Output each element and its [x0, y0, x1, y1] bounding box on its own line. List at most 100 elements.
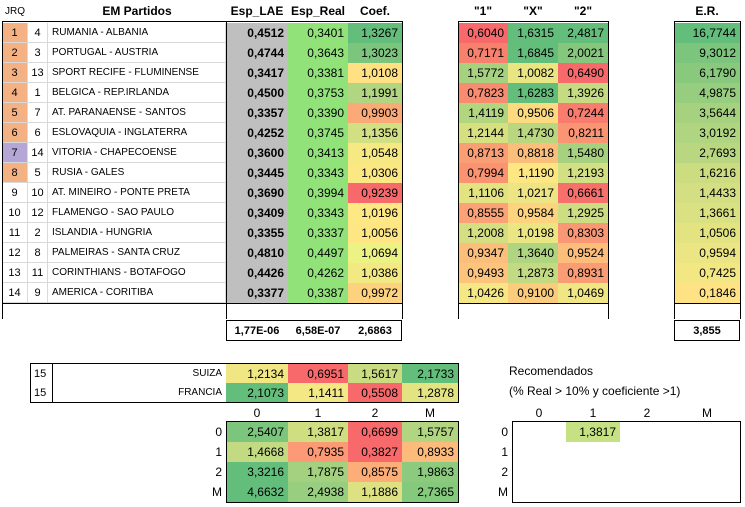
- reco-value: 1,3817: [566, 422, 620, 442]
- odds-2-value: 0,9524: [558, 243, 608, 263]
- matrix-value: 0,8575: [348, 462, 402, 482]
- esp-real-value: 0,3994: [288, 183, 348, 203]
- jrq-cell: 12: [2, 243, 28, 263]
- jrq-cell: 3: [2, 63, 28, 83]
- matrix-value: 1,4668: [226, 442, 288, 462]
- coef-value: 1,0306: [348, 163, 402, 183]
- jrq-cell: 11: [2, 223, 28, 243]
- coef-value: 0,9903: [348, 103, 402, 123]
- match-name: AT. MINEIRO - PONTE PRETA: [48, 183, 226, 203]
- team-name: SUIZA: [192, 368, 222, 379]
- esp-lae-value: 0,3377: [226, 283, 288, 303]
- odds-1-value: 0,8555: [458, 203, 508, 223]
- er-value: 3,5644: [674, 103, 740, 123]
- jrq-cell: 13: [2, 263, 28, 283]
- match-number: 4: [28, 23, 48, 43]
- team-odds-value: 0,6951: [288, 364, 348, 383]
- odds-x-value: 1,0082: [508, 63, 558, 83]
- odds-1-value: 1,0426: [458, 283, 508, 303]
- match-name: VITORIA - CHAPECOENSE: [48, 143, 226, 163]
- matrix-row-header: M: [212, 485, 222, 499]
- odds-2-value: 2,0021: [558, 43, 608, 63]
- reco-row-header: 1: [501, 445, 508, 459]
- odds-x-value: 1,0198: [508, 223, 558, 243]
- match-number: 12: [28, 203, 48, 223]
- er-value: 9,3012: [674, 43, 740, 63]
- match-name: BELGICA - REP.IRLANDA: [48, 83, 226, 103]
- coef-value: 1,0196: [348, 203, 402, 223]
- odds-x-value: 0,8818: [508, 143, 558, 163]
- esp-real-value: 0,3745: [288, 123, 348, 143]
- match-number: 2: [28, 223, 48, 243]
- er-header: E.R.: [695, 4, 719, 18]
- matrix-value: 0,6699: [348, 422, 402, 442]
- match-name: SPORT RECIFE - FLUMINENSE: [48, 63, 226, 83]
- jrq-cell: 8: [2, 163, 28, 183]
- matrix-col-header: 2: [371, 405, 379, 420]
- esp-lae-value: 0,4810: [226, 243, 288, 263]
- esp-lae-value: 0,4512: [226, 23, 288, 43]
- jrq-cell: 1: [2, 23, 28, 43]
- coef-value: 0,9972: [348, 283, 402, 303]
- odds-1-value: 0,7823: [458, 83, 508, 103]
- esp-real-value: 0,4262: [288, 263, 348, 283]
- team-number: 15: [34, 386, 47, 399]
- odds-1-value: 0,9493: [458, 263, 508, 283]
- recomendados-title: Recomendados: [509, 364, 594, 378]
- match-number: 7: [28, 103, 48, 123]
- matrix-value: 3,3216: [226, 462, 288, 482]
- odds-1-value: 0,8713: [458, 143, 508, 163]
- matrix-value: 0,7935: [288, 442, 348, 462]
- team-odds-value: 1,2134: [226, 364, 288, 383]
- jrq-header: JRQ: [5, 5, 25, 17]
- match-number: 5: [28, 163, 48, 183]
- er-value: 16,7744: [674, 23, 740, 43]
- odds-2-value: 0,6661: [558, 183, 608, 203]
- match-name: PORTUGAL - AUSTRIA: [48, 43, 226, 63]
- match-number: 6: [28, 123, 48, 143]
- esp-real-value: 0,3390: [288, 103, 348, 123]
- er-value: 2,7693: [674, 143, 740, 163]
- er-value: 1,6216: [674, 163, 740, 183]
- odds-2-value: 0,8303: [558, 223, 608, 243]
- team-odds-value: 1,1411: [288, 383, 348, 402]
- matrix-value: 1,9863: [402, 462, 458, 482]
- matrix-col-header: 1: [314, 405, 322, 420]
- esp-real-value: 0,3643: [288, 43, 348, 63]
- esp-real-value: 0,3337: [288, 223, 348, 243]
- esp-lae-value: 0,4252: [226, 123, 288, 143]
- odds-1-value: 0,9347: [458, 243, 508, 263]
- esp-real-value: 0,3343: [288, 203, 348, 223]
- esp-lae-header: Esp_LAE: [230, 4, 284, 18]
- match-number: 8: [28, 243, 48, 263]
- matrix-value: 4,6632: [226, 482, 288, 502]
- total-coef: 2,6863: [358, 324, 392, 337]
- odds-1-value: 1,1106: [458, 183, 508, 203]
- esp-real-value: 0,3343: [288, 163, 348, 183]
- reco-col-header: 0: [535, 405, 543, 420]
- reco-row-header: M: [498, 485, 508, 499]
- match-number: 14: [28, 143, 48, 163]
- er-value: 3,0192: [674, 123, 740, 143]
- match-number: 1: [28, 83, 48, 103]
- er-value: 6,1790: [674, 63, 740, 83]
- odds-x-value: 0,9100: [508, 283, 558, 303]
- reco-col-header: 2: [643, 405, 651, 420]
- esp-lae-value: 0,4744: [226, 43, 288, 63]
- odds-x-value: 1,2873: [508, 263, 558, 283]
- odds-x-value: 1,6845: [508, 43, 558, 63]
- match-number: 11: [28, 263, 48, 283]
- matrix-value: 1,3817: [288, 422, 348, 442]
- match-name: AT. PARANAENSE - SANTOS: [48, 103, 226, 123]
- reco-row-header: 2: [501, 465, 508, 479]
- esp-lae-value: 0,3355: [226, 223, 288, 243]
- odds-2-value: 0,6490: [558, 63, 608, 83]
- matrix-value: 0,3827: [348, 442, 402, 462]
- team-name: FRANCIA: [178, 387, 222, 398]
- reco-col-header: 1: [589, 405, 597, 420]
- recomendados-subtitle: (% Real > 10% y coeficiente >1): [509, 384, 681, 398]
- total-er-box: [674, 320, 740, 341]
- odds-x-value: 1,6283: [508, 83, 558, 103]
- odds-1-value: 0,6040: [458, 23, 508, 43]
- odds-2-value: 1,2193: [558, 163, 608, 183]
